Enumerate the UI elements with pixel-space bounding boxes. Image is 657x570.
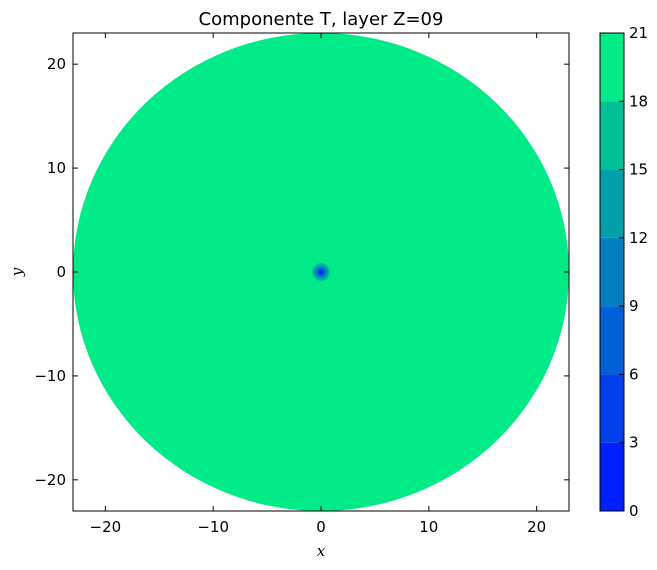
x-tick-label: 10 [419,518,438,536]
colorbar-band [600,237,624,307]
x-tick-label: 0 [316,518,326,536]
y-tick-label: −10 [34,367,66,385]
colorbar-frame [599,32,625,512]
hotspot-band [319,270,323,274]
colorbar-band [600,442,624,511]
colorbar-band [600,33,624,102]
colorbar-tick-label: 12 [629,229,648,247]
field-layer [73,33,569,511]
colorbar: 0 3 6 9 12 15 18 21 [599,24,648,520]
colorbar-tick-label: 3 [629,434,639,452]
x-tick-label: −20 [90,518,122,536]
plot-area: −20 −10 0 10 20 −20 −10 0 10 20 [34,32,570,536]
y-axis-label: y [8,267,26,277]
y-tick-label: 20 [47,55,66,73]
colorbar-band [600,306,624,375]
colorbar-tick-label: 21 [629,24,648,42]
colorbar-tick-label: 15 [629,161,648,179]
colorbar-band [600,169,624,238]
x-tick-label: 20 [527,518,546,536]
x-tick-label: −10 [197,518,229,536]
colorbar-tick-label: 9 [629,297,639,315]
y-tick-label: 10 [47,159,66,177]
y-tick-label: −20 [34,471,66,489]
x-axis-ticks: −20 −10 0 10 20 [90,33,546,536]
colorbar-tick-label: 0 [629,502,639,520]
x-axis-label: x [317,542,326,560]
chart-title: Componente T, layer Z=09 [199,9,444,30]
colorbar-tick-label: 18 [629,92,648,110]
colorbar-band [600,374,624,443]
y-axis-ticks: −20 −10 0 10 20 [34,55,569,489]
y-tick-label: 0 [56,263,66,281]
colorbar-tick-label: 6 [629,365,639,383]
colorbar-band [600,101,624,170]
